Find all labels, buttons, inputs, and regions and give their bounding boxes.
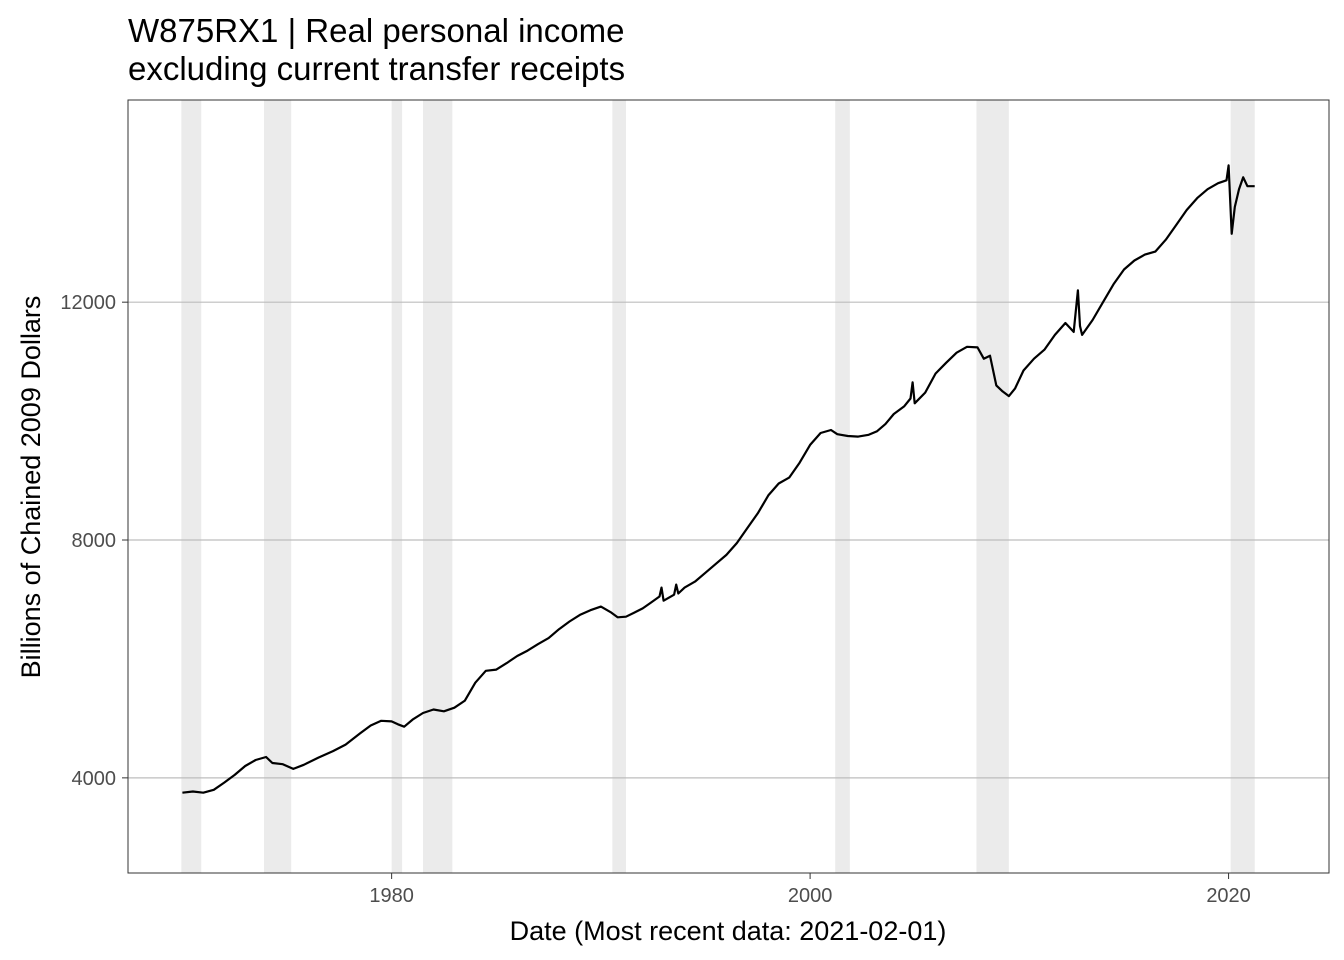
recession-band-3: [391, 100, 403, 873]
y-tick-label-12000: 12000: [60, 292, 116, 314]
x-tick-label-2020: 2020: [1206, 885, 1251, 907]
recession-band-6: [835, 100, 850, 873]
y-tick-label-4000: 4000: [72, 768, 117, 790]
plot-panel: [127, 99, 1330, 874]
recession-band-7: [976, 100, 1009, 873]
recession-band-5: [612, 100, 626, 873]
y-axis-title: Billions of Chained 2009 Dollars: [16, 296, 46, 679]
y-tick-label-8000: 8000: [72, 530, 117, 552]
panel-border: [127, 99, 1330, 874]
x-tick-label-1980: 1980: [369, 885, 414, 907]
recession-shading: [181, 100, 1255, 873]
x-axis-title: Date (Most recent data: 2021-02-01): [510, 916, 947, 946]
chart-title: W875RX1 | Real personal income: [128, 12, 624, 49]
x-axis: 1980 2000 2020: [369, 873, 1251, 907]
recession-band-4: [423, 100, 453, 873]
gridlines: [128, 301, 1329, 779]
recession-band-2: [264, 100, 292, 873]
recession-band-8: [1230, 100, 1255, 873]
chart-subtitle: excluding current transfer receipts: [128, 50, 625, 87]
x-tick-label-2000: 2000: [788, 885, 833, 907]
recession-band-1: [181, 100, 202, 873]
series-line: [182, 164, 1255, 794]
y-axis: 4000 8000 12000: [60, 292, 128, 790]
